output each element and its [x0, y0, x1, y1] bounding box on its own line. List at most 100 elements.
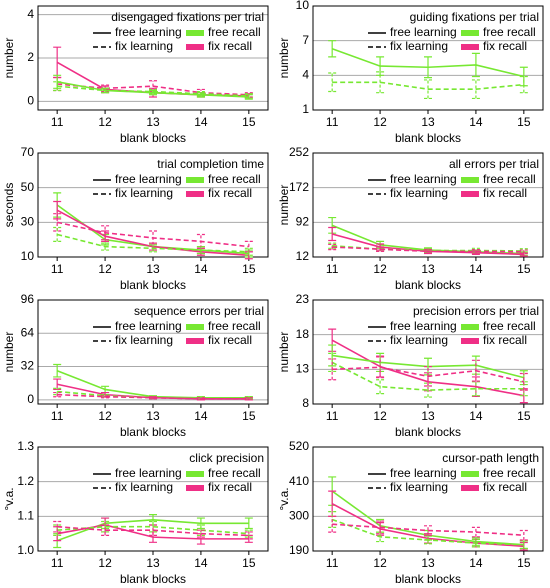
error-bar [196, 90, 205, 97]
x-axis-label: blank blocks [120, 572, 186, 586]
y-tick-label: 12 [296, 249, 310, 263]
y-tick-label: 50 [21, 180, 35, 194]
panel-title: all errors per trial [449, 157, 539, 171]
legend-swatch [461, 44, 479, 50]
error-bar [196, 397, 205, 401]
panel-title: precision errors per trial [413, 304, 539, 318]
legend-label: fix recall [208, 186, 252, 200]
y-tick-label: 18 [296, 327, 310, 341]
error-bar [101, 225, 110, 241]
x-tick-label: 14 [469, 115, 483, 129]
error-bar [53, 81, 62, 92]
y-tick-label: 410 [289, 474, 309, 488]
legend-label: free recall [483, 172, 536, 186]
error-bar [519, 372, 528, 391]
y-tick-label: 190 [289, 543, 309, 557]
error-bar [424, 249, 432, 254]
legend-label: free learning [390, 25, 457, 39]
x-tick-label: 15 [242, 409, 256, 423]
y-axis-label: °v.a. [277, 487, 291, 510]
legend-label: fix learning [115, 39, 173, 53]
y-tick-label: 8 [302, 396, 309, 410]
legend-label: fix learning [390, 480, 448, 494]
y-tick-label: 4 [302, 68, 309, 82]
y-axis-label: number [2, 332, 16, 373]
x-tick-label: 11 [326, 556, 339, 570]
x-tick-label: 15 [517, 556, 531, 570]
x-tick-label: 12 [373, 409, 387, 423]
x-tick-label: 11 [51, 262, 64, 276]
y-axis-label: seconds [2, 183, 16, 228]
error-bar [53, 46, 62, 79]
error-bar [328, 243, 337, 251]
x-axis-label: blank blocks [395, 572, 461, 586]
legend-label: fix recall [208, 333, 252, 347]
legend-label: free recall [208, 172, 261, 186]
error-bar [149, 88, 157, 95]
legend-swatch [461, 471, 479, 477]
series-line [57, 525, 249, 537]
legend-label: fix learning [115, 333, 173, 347]
x-tick-label: 13 [146, 556, 160, 570]
series-line [56, 233, 249, 253]
error-bar [53, 200, 62, 220]
series-line [331, 518, 524, 546]
y-tick-label: 520 [289, 439, 309, 453]
error-bar [328, 358, 337, 381]
x-axis-label: blank blocks [395, 131, 461, 145]
series-line [332, 366, 525, 383]
x-tick-label: 14 [194, 409, 208, 423]
error-bar [149, 396, 157, 400]
error-bar [328, 490, 337, 517]
y-axis-label: number [277, 332, 291, 373]
error-bar [471, 79, 480, 100]
y-tick-label: 0 [27, 392, 34, 406]
legend-label: fix recall [483, 186, 527, 200]
y-tick-label: 172 [289, 180, 309, 194]
error-bar [101, 87, 110, 94]
y-tick-label: 1.1 [17, 509, 34, 523]
series-line [332, 523, 524, 537]
panel-title: click precision [189, 451, 264, 465]
legend-label: free learning [390, 319, 457, 333]
x-tick-label: 14 [194, 262, 208, 276]
legend-swatch [461, 177, 479, 183]
y-tick-label: 92 [296, 215, 310, 229]
legend-label: fix recall [483, 333, 527, 347]
x-tick-label: 13 [146, 262, 160, 276]
legend-swatch [186, 177, 204, 183]
x-tick-label: 14 [469, 409, 483, 423]
error-bar [53, 226, 62, 242]
legend-label: free recall [483, 466, 536, 480]
error-bar [328, 515, 337, 533]
y-tick-label: 30 [21, 215, 35, 229]
legend-swatch [461, 324, 479, 330]
x-tick-label: 11 [51, 556, 64, 570]
x-tick-label: 15 [517, 262, 531, 276]
y-tick-label: 1.3 [17, 439, 34, 453]
x-tick-label: 11 [51, 115, 64, 129]
error-bar [376, 246, 385, 252]
x-tick-label: 15 [242, 556, 256, 570]
x-tick-label: 12 [98, 115, 112, 129]
y-tick-label: 96 [21, 292, 35, 306]
panel-title: guiding fixations per trial [410, 10, 539, 24]
error-bar [244, 93, 253, 99]
legend-swatch [186, 191, 204, 197]
x-tick-label: 12 [98, 556, 112, 570]
legend-label: fix learning [390, 186, 448, 200]
legend-swatch [461, 338, 479, 344]
series-line [57, 525, 249, 535]
error-bar [244, 247, 253, 256]
y-axis-label: number [277, 185, 291, 226]
error-bar [328, 40, 337, 58]
legend-label: free learning [115, 172, 182, 186]
x-axis-label: blank blocks [395, 425, 461, 439]
error-bar [471, 249, 480, 254]
error-bar [424, 535, 432, 545]
x-tick-label: 11 [326, 409, 339, 423]
legend-swatch [186, 30, 204, 36]
panel-title: cursor-path length [442, 451, 539, 465]
